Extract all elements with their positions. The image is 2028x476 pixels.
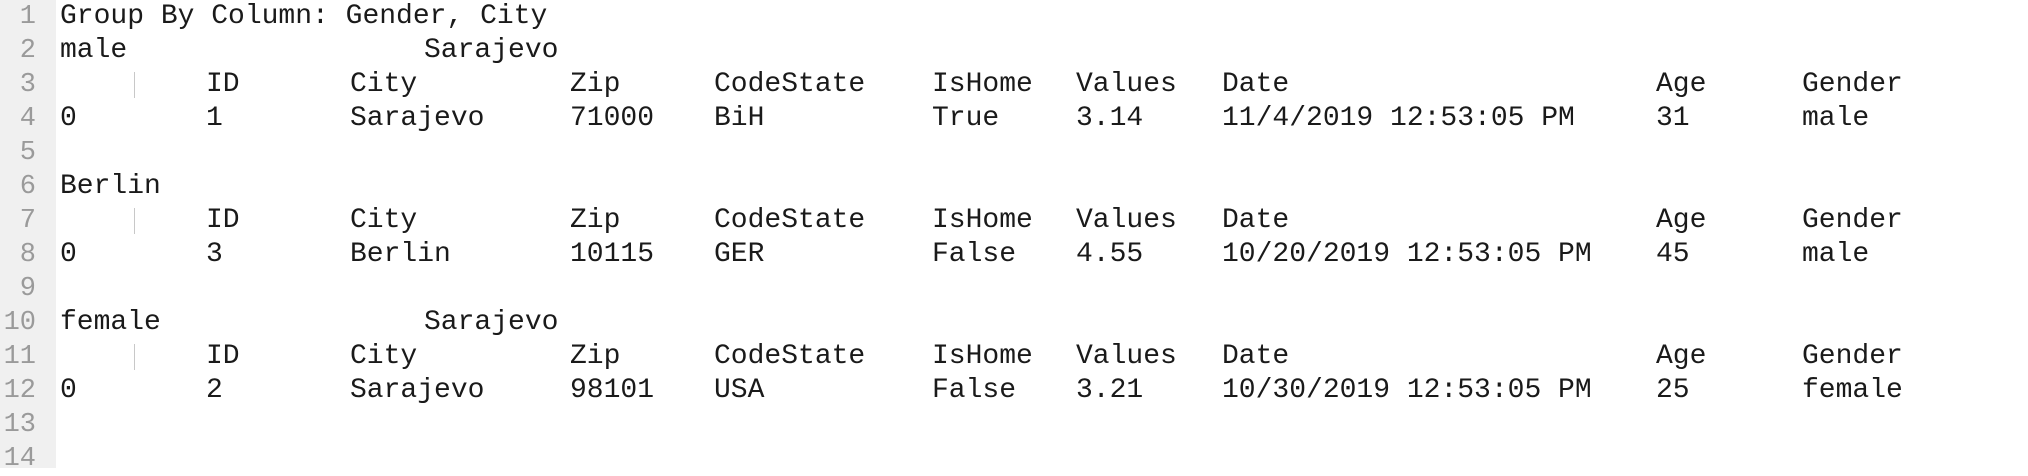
editor-line[interactable]: 9 xyxy=(0,272,2028,306)
column-header-age: Age xyxy=(1656,69,1707,100)
group-key: male xyxy=(60,35,128,66)
editor-line[interactable]: 1 Group By Column: Gender, City xyxy=(0,0,2028,34)
column-header-date: Date xyxy=(1222,341,1290,372)
editor-line[interactable]: 6 Berlin xyxy=(0,170,2028,204)
column-header-codestate: CodeState xyxy=(714,341,866,372)
column-header-id: ID xyxy=(206,341,240,372)
subgroup-key: Sarajevo xyxy=(424,307,559,338)
cell-date: 11/4/2019 12:53:05 PM xyxy=(1222,103,1575,134)
cell-codestate: BiH xyxy=(714,103,765,134)
cell-id: 1 xyxy=(206,103,223,134)
editor-line[interactable]: 13 xyxy=(0,408,2028,442)
column-header-date: Date xyxy=(1222,69,1290,100)
cell-date: 10/30/2019 12:53:05 PM xyxy=(1222,375,1592,406)
line-number: 1 xyxy=(19,2,36,32)
column-header-codestate: CodeState xyxy=(714,69,866,100)
column-header-gender: Gender xyxy=(1802,341,1903,372)
line-number: 5 xyxy=(19,138,36,168)
column-header-values: Values xyxy=(1076,69,1177,100)
line-number: 11 xyxy=(3,342,36,372)
cell-ishome: True xyxy=(932,103,1000,134)
column-header-ishome: IsHome xyxy=(932,205,1033,236)
line-number: 14 xyxy=(3,444,36,474)
cell-age: 45 xyxy=(1656,239,1690,270)
group-key: Berlin xyxy=(60,171,161,202)
line-number: 2 xyxy=(19,36,36,66)
editor-line[interactable]: 11 ID City Zip CodeState IsHome Values D… xyxy=(0,340,2028,374)
cell-date: 10/20/2019 12:53:05 PM xyxy=(1222,239,1592,270)
line-number: 3 xyxy=(19,70,36,100)
cell-id: 3 xyxy=(206,239,223,270)
column-header-values: Values xyxy=(1076,341,1177,372)
editor-line[interactable]: 14 xyxy=(0,442,2028,474)
tab-indent-marker xyxy=(134,208,135,234)
tab-indent-marker xyxy=(134,344,135,370)
column-header-zip: Zip xyxy=(570,341,621,372)
editor-line[interactable]: 10 female Sarajevo xyxy=(0,306,2028,340)
line-number-gutter xyxy=(0,0,56,468)
group-key: female xyxy=(60,307,161,338)
column-header-age: Age xyxy=(1656,205,1707,236)
line-number: 13 xyxy=(3,410,36,440)
cell-age: 25 xyxy=(1656,375,1690,406)
editor-line[interactable]: 7 ID City Zip CodeState IsHome Values Da… xyxy=(0,204,2028,238)
cell-city: Berlin xyxy=(350,239,451,270)
line-number: 4 xyxy=(19,104,36,134)
cell-ishome: False xyxy=(932,239,1017,270)
group-by-header-text: Group By Column: Gender, City xyxy=(60,1,548,32)
cell-id: 2 xyxy=(206,375,223,406)
column-header-city: City xyxy=(350,69,418,100)
column-header-gender: Gender xyxy=(1802,205,1903,236)
cell-age: 31 xyxy=(1656,103,1690,134)
column-header-zip: Zip xyxy=(570,69,621,100)
cell-ishome: False xyxy=(932,375,1017,406)
editor-line[interactable]: 12 0 2 Sarajevo 98101 USA False 3.21 10/… xyxy=(0,374,2028,408)
line-number: 10 xyxy=(3,308,36,338)
line-number: 7 xyxy=(19,206,36,236)
cell-city: Sarajevo xyxy=(350,375,485,406)
subgroup-key: Sarajevo xyxy=(424,35,559,66)
column-header-zip: Zip xyxy=(570,205,621,236)
column-header-city: City xyxy=(350,205,418,236)
editor-line[interactable]: 4 0 1 Sarajevo 71000 BiH True 3.14 11/4/… xyxy=(0,102,2028,136)
editor-line[interactable]: 5 xyxy=(0,136,2028,170)
row-index: 0 xyxy=(60,375,77,406)
row-index: 0 xyxy=(60,239,77,270)
cell-city: Sarajevo xyxy=(350,103,485,134)
tab-indent-marker xyxy=(134,72,135,98)
editor-line[interactable]: 8 0 3 Berlin 10115 GER False 4.55 10/20/… xyxy=(0,238,2028,272)
column-header-codestate: CodeState xyxy=(714,205,866,236)
line-number: 12 xyxy=(3,376,36,406)
column-header-gender: Gender xyxy=(1802,69,1903,100)
line-number: 6 xyxy=(19,172,36,202)
column-header-id: ID xyxy=(206,205,240,236)
column-header-age: Age xyxy=(1656,341,1707,372)
cell-codestate: GER xyxy=(714,239,765,270)
cell-values: 4.55 xyxy=(1076,239,1144,270)
cell-values: 3.21 xyxy=(1076,375,1144,406)
editor-line[interactable]: 2 male Sarajevo xyxy=(0,34,2028,68)
cell-zip: 98101 xyxy=(570,375,655,406)
row-index: 0 xyxy=(60,103,77,134)
line-number: 9 xyxy=(19,274,36,304)
column-header-date: Date xyxy=(1222,205,1290,236)
column-header-id: ID xyxy=(206,69,240,100)
column-header-ishome: IsHome xyxy=(932,341,1033,372)
cell-zip: 10115 xyxy=(570,239,655,270)
cell-gender: male xyxy=(1802,239,1870,270)
line-number: 8 xyxy=(19,240,36,270)
column-header-ishome: IsHome xyxy=(932,69,1033,100)
column-header-values: Values xyxy=(1076,205,1177,236)
cell-codestate: USA xyxy=(714,375,765,406)
editor-line[interactable]: 3 ID City Zip CodeState IsHome Values Da… xyxy=(0,68,2028,102)
cell-gender: male xyxy=(1802,103,1870,134)
column-header-city: City xyxy=(350,341,418,372)
cell-gender: female xyxy=(1802,375,1903,406)
cell-zip: 71000 xyxy=(570,103,655,134)
cell-values: 3.14 xyxy=(1076,103,1144,134)
